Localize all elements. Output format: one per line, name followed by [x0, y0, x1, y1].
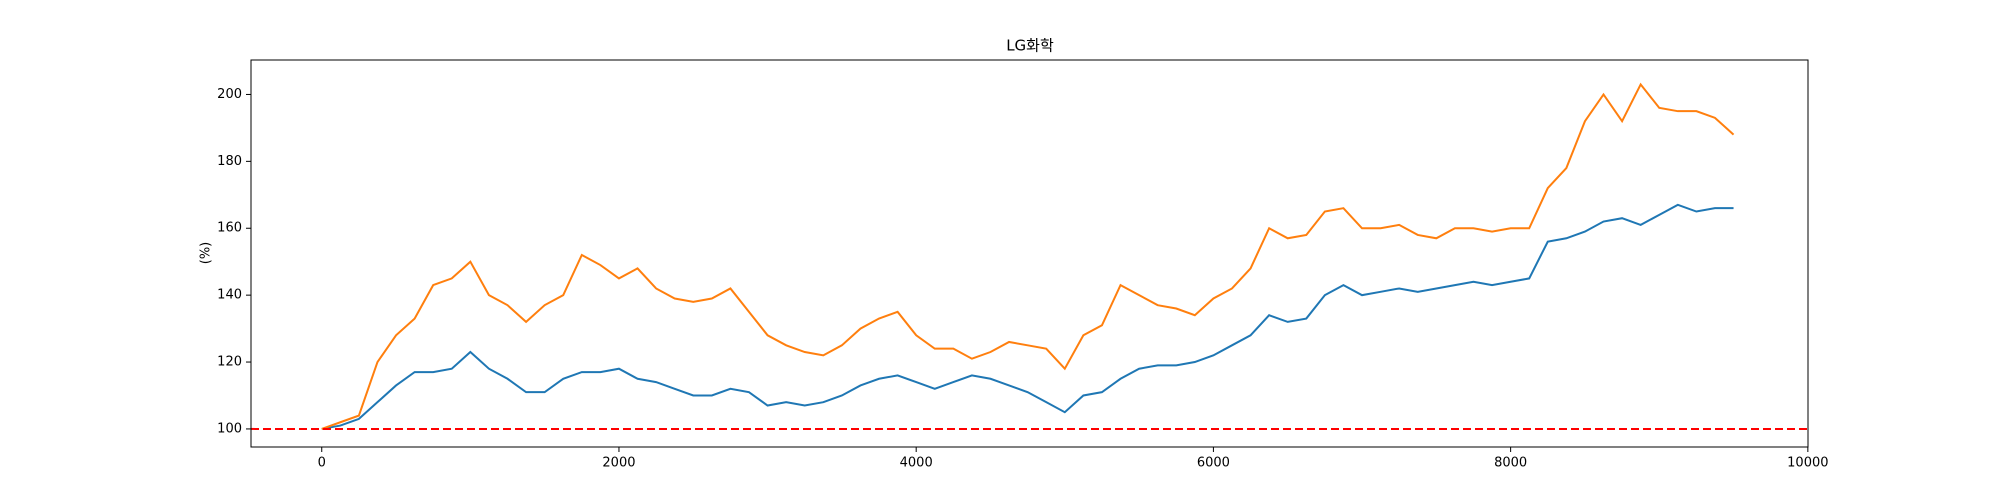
plot-frame — [250, 59, 1809, 448]
y-tick-label: 140 — [217, 288, 242, 303]
x-tick-label: 6000 — [1197, 456, 1230, 471]
x-tick-label: 10000 — [1787, 456, 1828, 471]
x-tick-label: 2000 — [602, 456, 635, 471]
line-series — [321, 82, 1735, 430]
y-tick-label: 120 — [217, 355, 242, 370]
x-tick-label: 4000 — [900, 456, 933, 471]
y-axis-label: (%) — [199, 242, 214, 265]
y-tick-label: 100 — [217, 421, 242, 436]
x-tick-label: 0 — [318, 456, 326, 471]
x-tick-label: 8000 — [1494, 456, 1527, 471]
y-tick-label: 160 — [217, 221, 242, 236]
y-tick-label: 180 — [217, 154, 242, 169]
chart-title: LG화학 — [1006, 37, 1054, 55]
line-series — [321, 203, 1734, 430]
y-tick-label: 200 — [217, 87, 242, 102]
